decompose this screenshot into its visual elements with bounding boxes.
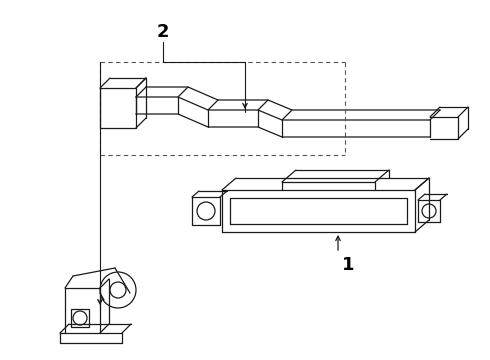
Text: 2: 2 — [157, 23, 169, 41]
Bar — [71, 309, 89, 327]
Text: 1: 1 — [342, 256, 354, 274]
